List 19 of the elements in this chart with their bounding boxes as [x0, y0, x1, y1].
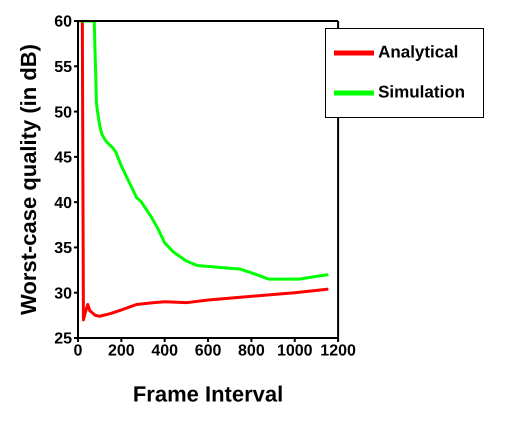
y-tick-label: 30 — [54, 285, 72, 302]
y-tick-label: 50 — [54, 104, 72, 122]
legend-label: Simulation — [378, 82, 465, 102]
x-tick-label: 400 — [151, 342, 178, 360]
x-tick-label: 1200 — [320, 342, 356, 360]
x-axis-title: Frame Interval — [132, 382, 284, 407]
y-tick-label: 60 — [54, 14, 72, 31]
y-tick-label: 25 — [54, 330, 72, 348]
y-tick-label: 45 — [54, 150, 72, 167]
y-tick-label: 35 — [54, 240, 72, 258]
y-axis-title: Worst-case quality (in dB) — [16, 44, 41, 315]
y-tick-label: 55 — [54, 58, 72, 76]
x-tick-label: 800 — [238, 342, 265, 360]
x-tick-label: 200 — [108, 342, 135, 360]
y-tick-label: 40 — [54, 194, 72, 212]
legend-label: Analytical — [378, 42, 458, 62]
x-tick-label: 1000 — [276, 342, 313, 360]
x-tick-label: 600 — [194, 342, 222, 360]
x-tick-label: 0 — [74, 342, 83, 360]
